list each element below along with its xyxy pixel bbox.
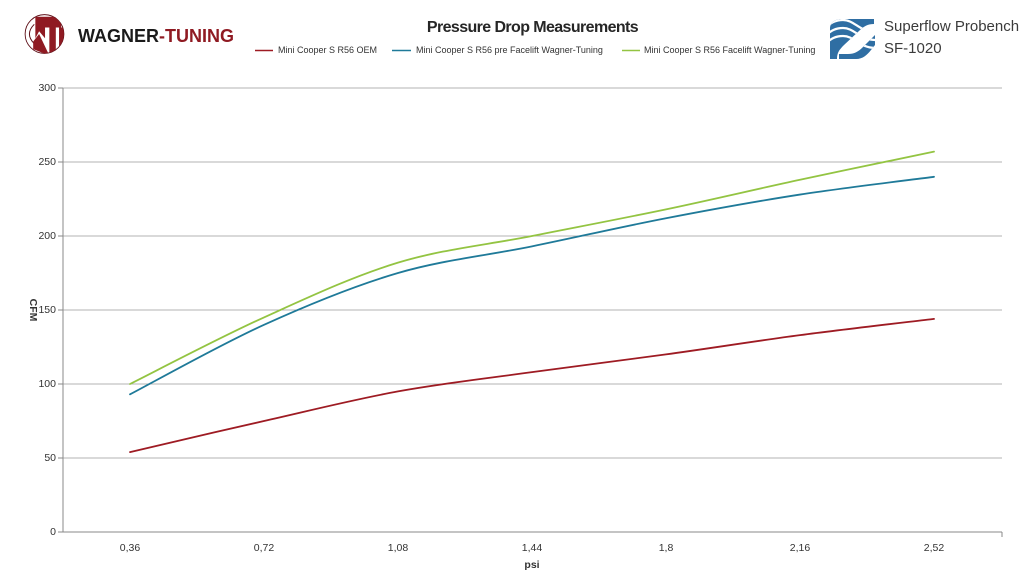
svg-text:1,44: 1,44 <box>522 542 543 554</box>
svg-text:0,36: 0,36 <box>120 542 141 554</box>
svg-text:0: 0 <box>50 526 56 538</box>
svg-text:200: 200 <box>38 230 56 242</box>
svg-text:2,16: 2,16 <box>790 542 811 554</box>
svg-text:150: 150 <box>38 304 56 316</box>
svg-text:CFM: CFM <box>27 299 39 322</box>
svg-text:300: 300 <box>38 82 56 94</box>
svg-text:100: 100 <box>38 378 56 390</box>
svg-text:250: 250 <box>38 156 56 168</box>
svg-text:psi: psi <box>524 559 539 571</box>
svg-text:1,8: 1,8 <box>659 542 674 554</box>
svg-text:0,72: 0,72 <box>254 542 275 554</box>
svg-text:2,52: 2,52 <box>924 542 945 554</box>
svg-text:1,08: 1,08 <box>388 542 409 554</box>
svg-text:50: 50 <box>44 452 56 464</box>
